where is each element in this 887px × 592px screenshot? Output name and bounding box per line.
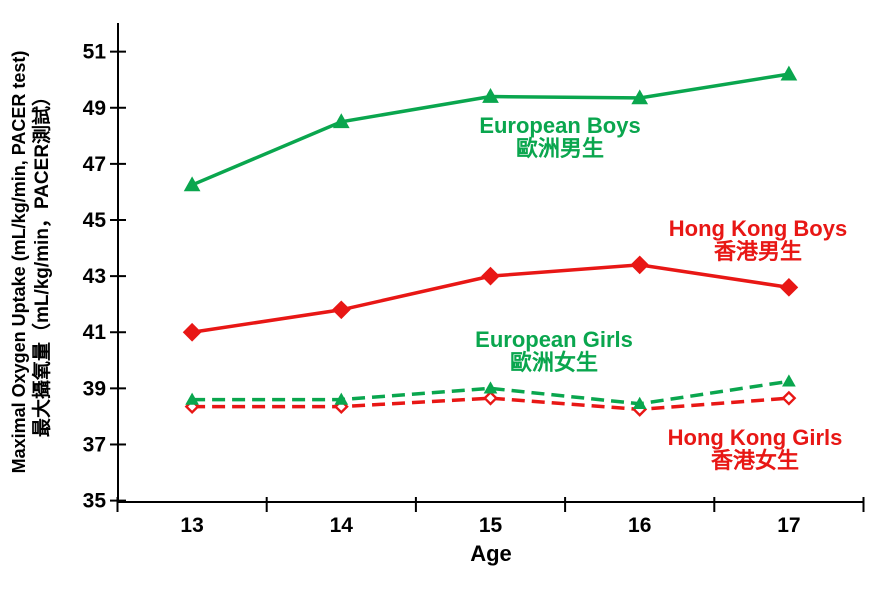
triangle-marker <box>185 392 199 405</box>
x-tick-label: 13 <box>180 514 203 537</box>
diamond-marker <box>182 322 202 342</box>
y-tick-label: 41 <box>83 321 107 344</box>
x-tick-label: 15 <box>479 514 503 537</box>
triangle-marker <box>482 88 499 103</box>
series-label-european-boys-en: European Boys <box>479 113 641 138</box>
series-label-european-boys: European Boys 歐洲男生 <box>479 114 640 160</box>
diamond-marker <box>483 390 498 406</box>
x-tick-label: 16 <box>628 514 651 537</box>
y-tick-label: 35 <box>83 490 107 513</box>
y-tick-label: 47 <box>83 153 106 176</box>
series-label-european-girls-zh: 歐洲女生 <box>509 350 598 375</box>
x-tick-label: 17 <box>777 514 800 537</box>
y-tick-label: 49 <box>83 97 106 120</box>
triangle-marker <box>183 176 201 192</box>
triangle-marker <box>780 65 798 81</box>
series-label-hong-kong-girls-zh: 香港女生 <box>710 448 800 473</box>
series-label-hong-kong-boys: Hong Kong Boys 香港男生 <box>669 217 847 263</box>
series-label-hong-kong-girls: Hong Kong Girls 香港女生 <box>668 426 843 472</box>
triangle-marker <box>782 374 796 387</box>
x-tick-label: 14 <box>330 514 354 537</box>
x-axis-title: Age <box>470 541 512 566</box>
diamond-marker <box>779 278 799 297</box>
diamond-marker <box>630 255 650 275</box>
series-label-european-girls: European Girls 歐洲女生 <box>475 328 633 374</box>
diamond-marker <box>781 390 797 406</box>
diamond-marker <box>481 266 500 286</box>
y-tick-label: 51 <box>83 41 107 64</box>
series-label-european-boys-zh: 歐洲男生 <box>515 136 604 161</box>
series-label-hong-kong-girls-en: Hong Kong Girls <box>667 425 843 450</box>
y-axis-title-english: Maximal Oxygen Uptake (mL/kg/min, PACER … <box>9 50 29 474</box>
y-axis-title-chinese: 最大攝氧量（mL/kg/min，PACER測試） <box>32 86 53 438</box>
y-tick-label: 37 <box>83 433 106 456</box>
triangle-marker <box>334 392 349 405</box>
series-label-hong-kong-boys-zh: 香港男生 <box>713 239 802 264</box>
y-tick-label: 39 <box>83 377 106 400</box>
triangle-marker <box>483 381 498 394</box>
y-tick-label: 45 <box>83 209 107 232</box>
series-label-hong-kong-boys-en: Hong Kong Boys <box>668 216 848 241</box>
y-tick-label: 43 <box>83 265 106 288</box>
diamond-marker <box>331 300 351 320</box>
triangle-marker <box>631 89 649 105</box>
triangle-marker <box>332 113 350 129</box>
series-label-european-girls-en: European Girls <box>475 327 633 352</box>
triangle-marker <box>632 396 647 409</box>
